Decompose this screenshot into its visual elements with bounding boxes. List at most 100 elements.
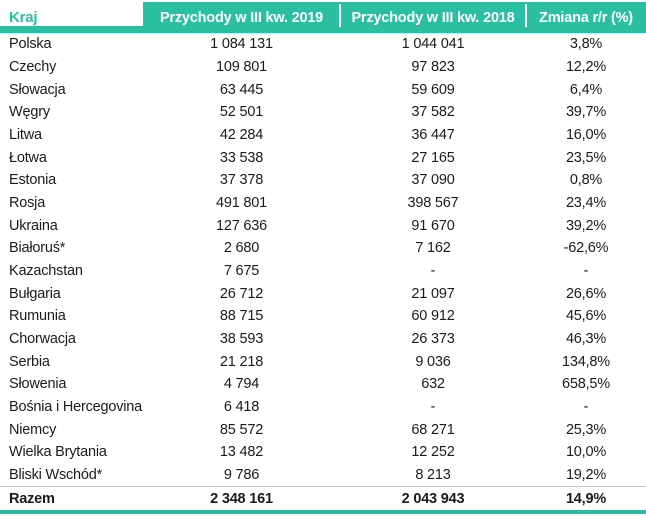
revenue-2019-cell: 33 538 <box>219 149 264 166</box>
revenue-2019-cell: 26 712 <box>219 285 264 302</box>
revenue-2018-cell: - <box>430 263 436 280</box>
revenue-2018-cell: 398 567 <box>407 195 459 212</box>
column-header-change-yoy: Zmiana r/r (%) <box>525 2 646 33</box>
change-yoy-cell: 6,4% <box>569 81 603 98</box>
revenue-2018-cell: 60 912 <box>411 308 455 325</box>
revenue-2019-cell: 37 378 <box>219 172 264 189</box>
revenue-2019-cell: 109 801 <box>215 59 267 75</box>
country-cell: Węgry <box>9 104 50 121</box>
revenue-2019-cell: 63 445 <box>219 81 264 98</box>
revenue-2019-cell: 38 593 <box>219 331 264 348</box>
table-row: Ukraina 127 636 91 670 39,2% <box>0 214 646 237</box>
change-yoy-cell: 16,0% <box>565 127 607 144</box>
change-yoy-cell: 46,3% <box>565 331 607 348</box>
change-yoy-cell: 26,6% <box>565 285 607 302</box>
change-yoy-cell: 134,8% <box>562 353 610 370</box>
table-row: Bośnia i Hercegovina 6 418 - - <box>0 396 646 419</box>
change-yoy-cell: 14,9% <box>565 490 607 507</box>
column-header-change-yoy-label: Zmiana r/r (%) <box>539 9 633 26</box>
change-yoy-cell: 25,3% <box>565 421 607 438</box>
table-row: Łotwa 33 538 27 165 23,5% <box>0 146 646 169</box>
country-cell: Wielka Brytania <box>9 444 107 461</box>
revenue-2019-cell: 2 680 <box>223 240 260 257</box>
country-cell: Bośnia i Hercegovina <box>9 399 143 416</box>
change-yoy-cell: - <box>583 263 589 280</box>
revenue-2019-cell: 4 794 <box>223 376 260 393</box>
change-yoy-cell: 23,5% <box>565 149 607 166</box>
table-row: Polska 1 084 131 1 044 041 3,8% <box>0 33 646 56</box>
revenue-2019-cell: 6 418 <box>223 399 260 416</box>
country-cell: Chorwacja <box>9 331 76 348</box>
table-header-row: Kraj Przychody w III kw. 2019 Przychody … <box>0 2 646 33</box>
table-row: Wielka Brytania 13 482 12 252 10,0% <box>0 441 646 464</box>
change-yoy-cell: - <box>583 399 589 416</box>
change-yoy-cell: 23,4% <box>565 195 607 212</box>
table-row: Białoruś* 2 680 7 162 -62,6% <box>0 237 646 260</box>
table-row: Niemcy 85 572 68 271 25,3% <box>0 418 646 441</box>
revenue-2019-cell: 88 715 <box>219 308 264 325</box>
country-cell: Rumunia <box>9 308 66 325</box>
revenue-2019-cell: 85 572 <box>219 421 264 438</box>
country-cell: Polska <box>9 36 52 53</box>
change-yoy-cell: 10,0% <box>565 444 607 461</box>
country-cell: Słowenia <box>9 376 67 393</box>
column-header-country: Kraj <box>0 2 143 33</box>
column-header-revenue-2018: Przychody w III kw. 2018 <box>339 2 526 33</box>
country-cell: Razem <box>9 490 55 507</box>
table-row: Węgry 52 501 37 582 39,7% <box>0 101 646 124</box>
revenue-2019-cell: 7 675 <box>223 263 260 280</box>
country-cell: Czechy <box>9 59 57 75</box>
revenue-2018-cell: 37 090 <box>411 172 455 189</box>
table-row: Kazachstan 7 675 - - <box>0 260 646 283</box>
table-row: Rosja 491 801 398 567 23,4% <box>0 192 646 215</box>
revenue-2019-cell: 13 482 <box>219 444 264 461</box>
table-row: Chorwacja 38 593 26 373 46,3% <box>0 328 646 351</box>
table-row: Bułgaria 26 712 21 097 26,6% <box>0 282 646 305</box>
revenue-2018-cell: 36 447 <box>411 127 455 144</box>
table-body: Polska 1 084 131 1 044 041 3,8% Czechy 1… <box>0 33 646 510</box>
revenue-2018-cell: 37 582 <box>411 104 455 121</box>
change-yoy-cell: 39,2% <box>565 217 607 234</box>
bottom-accent-bar <box>0 510 646 514</box>
table-row: Serbia 21 218 9 036 134,8% <box>0 350 646 373</box>
revenue-2018-cell: 91 670 <box>411 217 455 234</box>
revenue-2018-cell: 2 043 943 <box>401 490 465 507</box>
revenue-2018-cell: - <box>430 399 436 416</box>
revenue-2018-cell: 68 271 <box>411 421 455 438</box>
column-header-revenue-2018-label: Przychody w III kw. 2018 <box>351 9 515 26</box>
change-yoy-cell: 0,8% <box>569 172 603 189</box>
change-yoy-cell: 658,5% <box>562 376 610 393</box>
column-header-country-label: Kraj <box>9 9 38 26</box>
country-cell: Bułgaria <box>9 285 61 302</box>
table-row: Razem 2 348 161 2 043 943 14,9% <box>0 486 646 510</box>
country-cell: Litwa <box>9 127 42 144</box>
country-cell: Niemcy <box>9 421 57 438</box>
country-cell: Serbia <box>9 353 50 370</box>
table-row: Słowenia 4 794 632 658,5% <box>0 373 646 396</box>
country-cell: Kazachstan <box>9 263 83 280</box>
country-cell: Ukraina <box>9 217 58 234</box>
revenue-2018-cell: 632 <box>421 376 445 393</box>
table-row: Czechy 109 801 97 823 12,2% <box>0 56 646 79</box>
table-row: Bliski Wschód* 9 786 8 213 19,2% <box>0 464 646 487</box>
country-cell: Estonia <box>9 172 56 189</box>
revenue-2019-cell: 2 348 161 <box>210 490 273 507</box>
revenue-2018-cell: 26 373 <box>411 331 455 348</box>
revenue-2018-cell: 97 823 <box>411 59 455 75</box>
revenue-2019-cell: 127 636 <box>215 217 267 234</box>
revenue-2018-cell: 7 162 <box>415 240 451 257</box>
revenue-2018-cell: 8 213 <box>415 467 451 484</box>
revenue-2018-cell: 27 165 <box>411 149 455 166</box>
country-cell: Białoruś* <box>9 240 66 257</box>
country-cell: Słowacja <box>9 81 66 98</box>
revenue-2018-cell: 12 252 <box>411 444 455 461</box>
revenue-2018-cell: 1 044 041 <box>401 36 465 53</box>
change-yoy-cell: -62,6% <box>563 240 609 257</box>
column-header-revenue-2019: Przychody w III kw. 2019 <box>143 2 340 33</box>
column-header-revenue-2019-label: Przychody w III kw. 2019 <box>159 9 324 26</box>
country-cell: Łotwa <box>9 149 47 166</box>
country-cell: Bliski Wschód* <box>9 467 103 484</box>
change-yoy-cell: 3,8% <box>569 36 603 53</box>
revenue-2018-cell: 21 097 <box>411 285 455 302</box>
revenue-2019-cell: 1 084 131 <box>210 36 273 53</box>
